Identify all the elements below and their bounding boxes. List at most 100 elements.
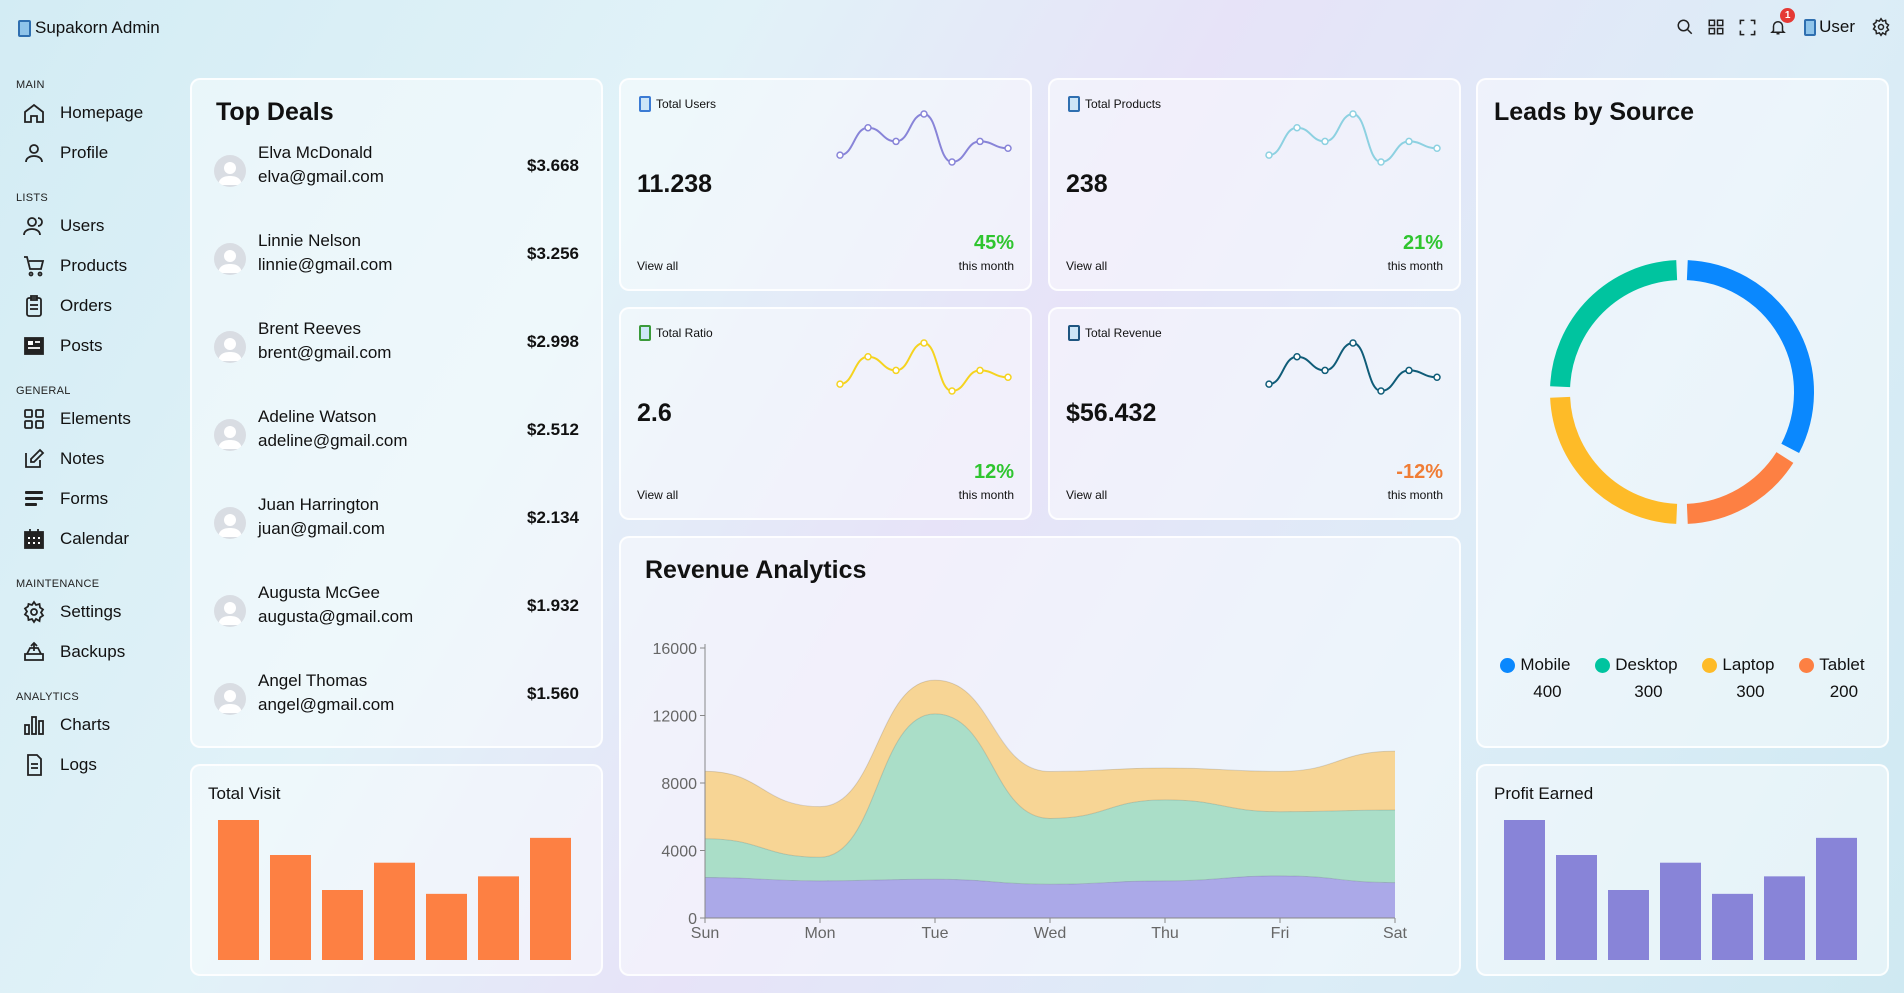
bar[interactable] [1816,837,1857,960]
view-all-link[interactable]: View all [637,259,679,273]
legend-item-tablet: Tablet 200 [1799,655,1865,702]
sidebar-item-elements[interactable]: Elements [22,406,131,432]
x-tick-label: Fri [1271,925,1290,942]
sidebar-item-homepage[interactable]: Homepage [22,100,143,126]
deal-amount: $2.512 [527,420,579,439]
sidebar-item-users[interactable]: Users [22,213,104,239]
sidebar-item-backups[interactable]: Backups [22,639,125,665]
search-icon[interactable] [1674,16,1696,38]
user-menu[interactable]: User [1804,17,1855,37]
sidebar-item-label: Profile [60,143,109,162]
app-title: Supakorn Admin [35,18,160,37]
stat-card-total-ratio[interactable]: Total Ratio 2.6 View all 12% this month [619,307,1032,520]
deal-email: brent@gmail.com [258,343,392,362]
sidebar-item-forms[interactable]: Forms [22,486,108,512]
bar[interactable] [1660,862,1701,960]
profit-earned-card: Profit Earned [1476,764,1889,976]
sidebar-item-label: Orders [60,296,112,315]
x-tick-label: Sun [691,925,719,942]
legend-label-row: Tablet [1799,655,1865,675]
sparkline-point [1405,137,1413,146]
sparkline-point [836,151,844,159]
view-all-link[interactable]: View all [1066,488,1108,502]
area-clothes[interactable] [705,713,1395,885]
apps-grid-icon[interactable] [1705,16,1727,38]
bar[interactable] [1556,855,1597,960]
fullscreen-icon[interactable] [1736,16,1758,38]
sparkline-point [1433,373,1441,382]
stat-label-text: Total Ratio [656,326,713,340]
sidebar-item-label: Calendar [60,529,129,548]
sparkline-point [1293,123,1301,132]
sidebar-item-settings[interactable]: Settings [22,599,121,625]
bar[interactable] [270,855,311,960]
top-deals-title: Top Deals [216,98,334,126]
donut-slice-desktop[interactable] [1550,260,1678,388]
sparkline-point [892,137,900,146]
bar[interactable] [530,837,571,960]
view-all-link[interactable]: View all [637,488,679,502]
sidebar-item-orders[interactable]: Orders [22,293,112,319]
stat-card-total-products[interactable]: Total Products 238 View all 21% this month [1048,78,1461,291]
sidebar-item-logs[interactable]: Logs [22,752,97,778]
brand[interactable]: Supakorn Admin [18,18,160,38]
sidebar-item-products[interactable]: Products [22,253,127,279]
newspaper-icon [24,337,44,355]
view-all-link[interactable]: View all [1066,259,1108,273]
bar[interactable] [478,876,519,960]
cart-icon [24,256,45,277]
sidebar-item-calendar[interactable]: Calendar [22,526,129,552]
sidebar-item-charts[interactable]: Charts [22,712,110,738]
sidebar-item-posts[interactable]: Posts [22,333,103,359]
bar[interactable] [1608,890,1649,960]
deal-name: Brent Reeves [258,319,361,338]
notification-bell-icon[interactable]: 1 [1767,8,1796,38]
area-books[interactable] [705,875,1395,918]
sidebar-item-profile[interactable]: Profile [22,140,108,166]
bar-chart-icon [24,716,44,735]
deal-row[interactable]: Linnie Nelson linnie@gmail.com $3.256 [214,231,579,291]
stat-card-total-revenue[interactable]: Total Revenue $56.432 View all -12% this mon… [1048,307,1461,520]
bar[interactable] [374,862,415,960]
bar[interactable] [1712,893,1753,960]
deal-row[interactable]: Brent Reeves brent@gmail.com $2.998 [214,319,579,379]
sparkline-line [1268,341,1438,393]
deal-row[interactable]: Juan Harrington juan@gmail.com $2.134 [214,495,579,555]
stat-value: 238 [1066,170,1108,198]
donut-slice-laptop[interactable] [1550,396,1678,524]
sparkline-point [892,366,900,375]
sparkline-point [836,380,844,388]
sidebar-item-label: Products [60,256,128,275]
deal-amount: $1.932 [527,596,579,615]
sparkline-point [1433,144,1441,153]
leads-by-source-card: Leads by Source Mobile 400 Desktop 300 Lapto… [1476,78,1889,748]
deal-row[interactable]: Adeline Watson adeline@gmail.com $2.512 [214,407,579,467]
revenue-area-chart: 0 4000 8000 12000 16000 Sun Mon Tue Wed Thu Fri Sat [653,641,1408,942]
stat-card-total-users[interactable]: Total Users 11.238 View all 45% this month [619,78,1032,291]
settings-gear-icon[interactable] [1870,16,1892,38]
bar[interactable] [426,893,467,960]
bar[interactable] [322,890,363,960]
legend-label: Mobile [1520,655,1571,674]
bar[interactable] [218,820,259,960]
deal-row[interactable]: Angel Thomas angel@gmail.com $1.560 [214,671,579,731]
deal-row[interactable]: Augusta McGee augusta@gmail.com $1.932 [214,583,579,643]
legend-value: 200 [1829,682,1859,701]
legend-dot [1500,657,1516,673]
sparkline-chart [836,339,1012,395]
sidebar: MAIN Homepage Profile LISTS Users Produc… [0,60,170,990]
sparkline-line [1268,112,1438,164]
bar[interactable] [1504,820,1545,960]
donut-slice-mobile[interactable] [1686,260,1814,453]
area-electronic[interactable] [705,680,1395,858]
sidebar-item-label: Forms [60,489,109,508]
users-icon [23,217,43,236]
bar[interactable] [1764,876,1805,960]
sidebar-item-notes[interactable]: Notes [22,446,104,472]
avatar [214,595,246,627]
donut-slice-tablet[interactable] [1686,451,1794,524]
sparkline-point [1004,144,1012,153]
legend-label: Tablet [1819,655,1865,674]
section-lists: LISTS [16,192,49,204]
deal-row[interactable]: Elva McDonald elva@gmail.com $3.668 [214,143,579,203]
